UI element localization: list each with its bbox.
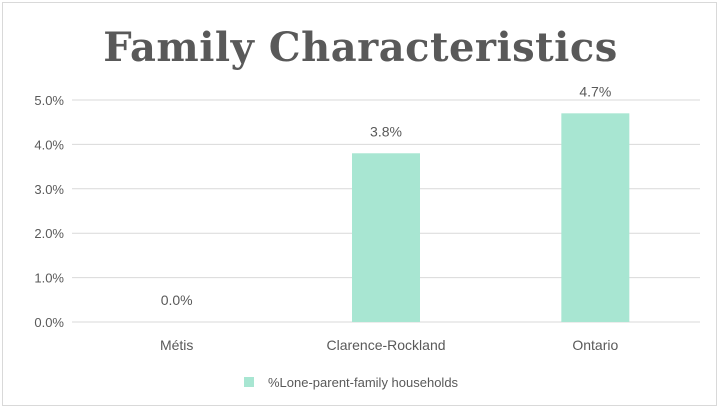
y-tick-label: 3.0%: [34, 182, 64, 197]
legend-label: %Lone-parent-family households: [268, 375, 459, 390]
y-tick-label: 1.0%: [34, 271, 64, 286]
data-label: 0.0%: [161, 292, 193, 308]
data-label: 4.7%: [579, 83, 611, 99]
chart-title: Family Characteristics: [103, 24, 618, 71]
legend: %Lone-parent-family households: [244, 375, 459, 390]
x-axis-categories: Métis Clarence-Rockland Ontario: [160, 337, 619, 353]
data-labels: 0.0% 3.8% 4.7%: [161, 83, 612, 308]
y-tick-label: 5.0%: [34, 93, 64, 108]
category-label: Clarence-Rockland: [326, 337, 445, 353]
data-label: 3.8%: [370, 123, 402, 139]
legend-swatch: [244, 377, 254, 387]
y-tick-label: 0.0%: [34, 315, 64, 330]
bar: [352, 153, 420, 322]
bars: [352, 113, 630, 322]
category-label: Ontario: [572, 337, 618, 353]
y-tick-label: 2.0%: [34, 226, 64, 241]
category-label: Métis: [160, 337, 193, 353]
bar: [561, 113, 630, 322]
y-axis-ticks: 0.0% 1.0% 2.0% 3.0% 4.0% 5.0%: [34, 93, 64, 330]
y-tick-label: 4.0%: [34, 137, 64, 152]
